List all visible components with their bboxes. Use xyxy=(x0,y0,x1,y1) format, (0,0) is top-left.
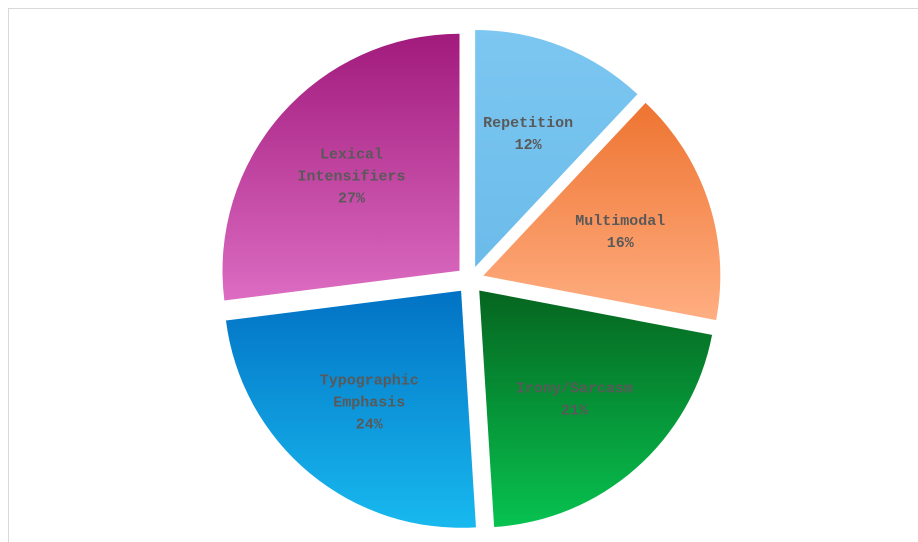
pie-slice-repetition xyxy=(475,29,638,267)
pie-slice-irony-sarcasm xyxy=(479,290,713,528)
slice-value-label: 24% xyxy=(356,417,384,434)
pie-slice-lexical-intensifiers xyxy=(222,33,460,301)
slice-value-label: 12% xyxy=(515,137,543,154)
slice-category-label: Typographic xyxy=(320,373,419,390)
pie-slice-typographic-emphasis xyxy=(225,290,476,528)
slice-value-label: 16% xyxy=(607,235,635,252)
slice-category-label: Intensifiers xyxy=(297,169,405,186)
slice-category-label: Irony/Sarcasm xyxy=(516,381,633,398)
slice-category-label: Emphasis xyxy=(333,395,405,412)
slice-category-label: Multimodal xyxy=(575,213,665,230)
labels-layer: Repetition 12% Multimodal 16% Irony/Sarcasm 2… xyxy=(297,115,665,434)
slice-value-label: 21% xyxy=(561,403,589,420)
slice-category-label: Lexical xyxy=(320,147,383,164)
slice-value-label: 27% xyxy=(338,191,366,208)
slice-category-label: Repetition xyxy=(483,115,573,132)
pie-slice-multimodal xyxy=(483,102,721,321)
slices-layer xyxy=(222,29,721,528)
